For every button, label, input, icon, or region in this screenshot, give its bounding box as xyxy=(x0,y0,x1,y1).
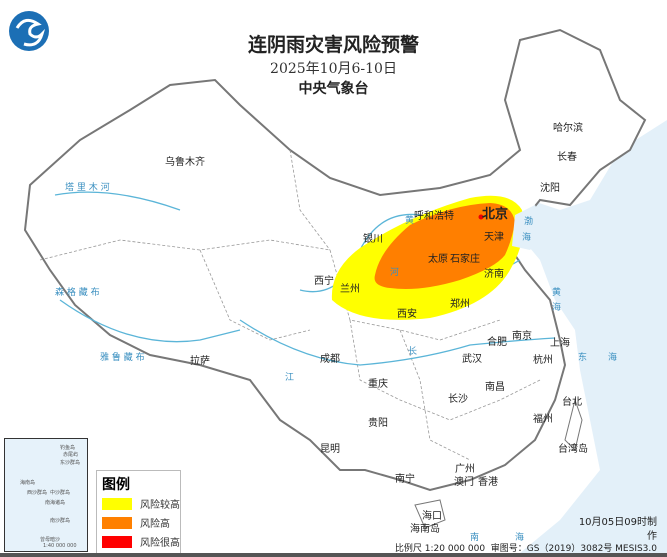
city-label: 乌鲁木齐 xyxy=(165,157,205,168)
legend-title: 图例 xyxy=(102,477,130,493)
legend-swatch xyxy=(102,497,132,510)
city-label: 福州 xyxy=(533,414,553,425)
inset-label: 曾母暗沙 xyxy=(40,537,61,543)
city-label: 天津 xyxy=(484,232,504,243)
water-label: 塔 里 木 河 xyxy=(65,183,110,193)
city-label: 拉萨 xyxy=(190,356,210,367)
water-label: 南 xyxy=(470,533,480,543)
inset-label: 赤尾屿 xyxy=(63,452,79,458)
city-label: 兰州 xyxy=(340,284,360,295)
city-label: 成都 xyxy=(320,354,340,365)
city-label: 石家庄 xyxy=(450,254,480,265)
inset-label: 南海诸岛 xyxy=(45,500,66,506)
footer-scale-review: 比例尺 1:20 000 000 审图号：GS（2019）3082号 MESIS… xyxy=(395,541,657,554)
taiwan-island xyxy=(564,398,583,451)
hainan-island xyxy=(414,499,446,529)
coastline-bohai xyxy=(512,205,548,250)
inset-label: 南沙群岛 xyxy=(50,518,71,524)
city-label: 银川 xyxy=(363,234,383,245)
province-borders xyxy=(39,149,541,461)
inset-label: 中沙群岛 xyxy=(50,490,71,496)
water-label: 海 xyxy=(552,303,562,313)
city-label: 北京 xyxy=(482,207,509,222)
beijing-marker xyxy=(478,214,484,220)
city-label: 台北 xyxy=(562,397,582,408)
legend-label: 风险很高 xyxy=(140,538,180,549)
south-china-sea-inset: 钓鱼岛 赤尾屿 东沙群岛 海南岛 西沙群岛 中沙群岛 南海诸岛 南沙群岛 曾母暗… xyxy=(4,438,88,552)
city-label: 西宁 xyxy=(314,276,334,287)
map-title: 连阴雨灾害风险预警 xyxy=(247,34,419,56)
city-label: 西安 xyxy=(397,309,417,320)
date-range: 2025年10月6-10日 xyxy=(270,61,397,77)
water-label: 东 xyxy=(578,353,588,363)
inset-label: 海南岛 xyxy=(20,480,36,486)
city-label: 长沙 xyxy=(448,394,468,405)
sea-area xyxy=(515,120,667,553)
inset-label: 钓鱼岛 xyxy=(60,445,76,451)
legend-swatch xyxy=(102,516,132,529)
water-label: 黄 xyxy=(552,288,562,298)
legend-swatch xyxy=(102,535,132,548)
logo xyxy=(9,11,49,51)
city-label: 呼和浩特 xyxy=(414,211,454,222)
city-label: 海口 xyxy=(422,511,442,522)
city-label: 台湾岛 xyxy=(558,444,588,455)
water-label: 渤 xyxy=(524,217,534,227)
city-label: 武汉 xyxy=(462,354,482,365)
city-label: 长春 xyxy=(557,152,577,163)
water-label: 黄 xyxy=(405,216,415,226)
city-label: 香港 xyxy=(478,477,498,488)
legend-label: 风险较高 xyxy=(140,500,180,511)
city-label: 济南 xyxy=(484,269,504,280)
review-number: 审图号：GS（2019）3082号 MESIS3.0 xyxy=(490,544,657,554)
water-label: 河 xyxy=(390,268,400,278)
map-scale: 比例尺 1:20 000 000 xyxy=(394,544,486,554)
legend-item-higher: 风险较高 xyxy=(102,494,180,513)
city-label: 贵阳 xyxy=(368,418,388,429)
city-label: 上海 xyxy=(550,338,570,349)
inset-label: 西沙群岛 xyxy=(27,490,48,496)
risk-area-high xyxy=(374,203,515,289)
city-label: 合肥 xyxy=(487,337,507,348)
legend-item-high: 风险高 xyxy=(102,513,180,532)
city-label: 南宁 xyxy=(395,474,415,485)
water-label: 海 xyxy=(522,233,532,243)
city-label: 重庆 xyxy=(368,379,388,390)
city-label: 南京 xyxy=(512,331,532,342)
legend-item-very-high: 风险很高 xyxy=(102,532,180,551)
legend: 图例 风险较高 风险高 风险很高 xyxy=(96,470,181,554)
city-label: 郑州 xyxy=(450,299,470,310)
legend-label: 风险高 xyxy=(140,519,170,530)
city-label: 海南岛 xyxy=(410,524,440,535)
water-label: 海 xyxy=(515,533,525,543)
inset-scale: 1:40 000 000 xyxy=(43,543,77,549)
inset-label: 东沙群岛 xyxy=(60,460,81,466)
city-label: 澳门 xyxy=(454,477,474,488)
made-suffix: 作 xyxy=(647,531,657,542)
water-label: 海 xyxy=(608,353,618,363)
city-label: 南昌 xyxy=(485,382,505,393)
water-label: 长 xyxy=(408,347,418,357)
city-label: 太原 xyxy=(428,254,448,265)
city-label: 哈尔滨 xyxy=(553,123,583,134)
issuer: 中央气象台 xyxy=(298,81,369,97)
city-label: 广州 xyxy=(455,464,475,475)
city-label: 杭州 xyxy=(533,355,553,366)
city-label: 沈阳 xyxy=(540,183,560,194)
bottom-frame xyxy=(0,553,667,557)
city-label: 昆明 xyxy=(320,444,340,455)
water-label: 森 格 藏 布 xyxy=(55,288,100,298)
made-time: 10月05日09时制 xyxy=(578,517,657,528)
water-label: 雅 鲁 藏 布 xyxy=(100,353,145,363)
water-label: 江 xyxy=(285,373,295,383)
